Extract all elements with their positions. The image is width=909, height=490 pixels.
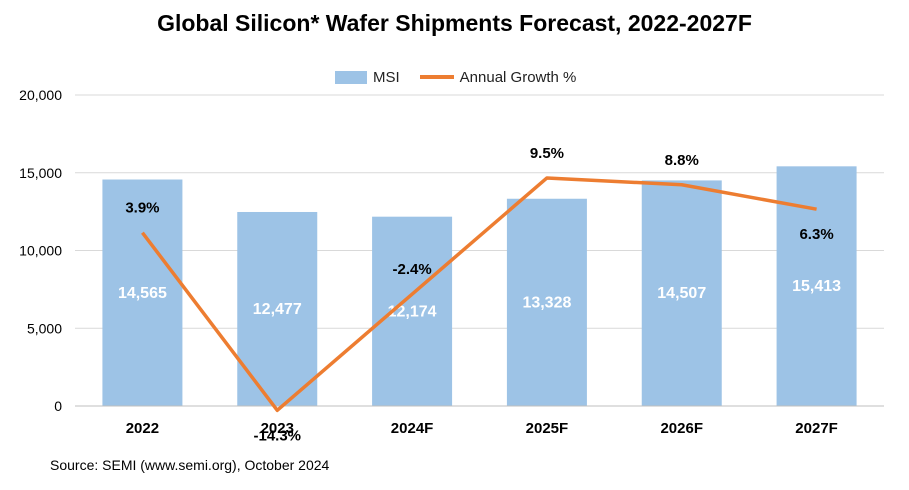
bar-value-label: 12,477: [253, 301, 302, 318]
bar: [641, 180, 722, 406]
bar-value-label: 14,507: [657, 285, 706, 302]
growth-label: -14.3%: [253, 427, 301, 444]
bar-value-label: 12,174: [388, 303, 437, 320]
y-tick-label: 10,000: [19, 243, 62, 259]
bar-value-label: 15,413: [792, 278, 841, 295]
source-note: Source: SEMI (www.semi.org), October 202…: [50, 457, 330, 473]
x-tick-label: 2027F: [795, 420, 838, 437]
growth-label: 3.9%: [125, 200, 159, 217]
x-tick-label: 2025F: [526, 420, 569, 437]
y-tick-label: 15,000: [19, 165, 62, 181]
y-tick-label: 0: [54, 398, 62, 414]
chart-title: Global Silicon* Wafer Shipments Forecast…: [157, 10, 752, 36]
growth-label: 6.3%: [799, 226, 833, 243]
bar: [506, 198, 587, 406]
growth-line: [141, 176, 817, 413]
legend-line-swatch: [419, 75, 454, 79]
y-tick-label: 5,000: [27, 320, 62, 336]
growth-label: 8.8%: [665, 152, 699, 169]
x-tick-label: 2022: [126, 420, 159, 437]
growth-label: -2.4%: [392, 261, 431, 278]
bar: [102, 179, 183, 406]
legend: MSI Annual Growth %: [335, 66, 576, 88]
legend-bar-swatch: [335, 70, 367, 84]
bar-value-label: 13,328: [522, 294, 571, 311]
x-tick-label: 2026F: [660, 420, 703, 437]
y-tick-label: 20,000: [19, 87, 62, 103]
bar: [776, 166, 857, 406]
x-tick-label: 2023: [261, 420, 294, 437]
bar: [372, 216, 453, 406]
bar-value-label: 14,565: [118, 285, 167, 302]
legend-line-label: Annual Growth %: [459, 68, 577, 86]
x-tick-label: 2024F: [391, 420, 434, 437]
legend-bar-label: MSI: [373, 68, 400, 86]
growth-label: 9.5%: [530, 145, 564, 162]
